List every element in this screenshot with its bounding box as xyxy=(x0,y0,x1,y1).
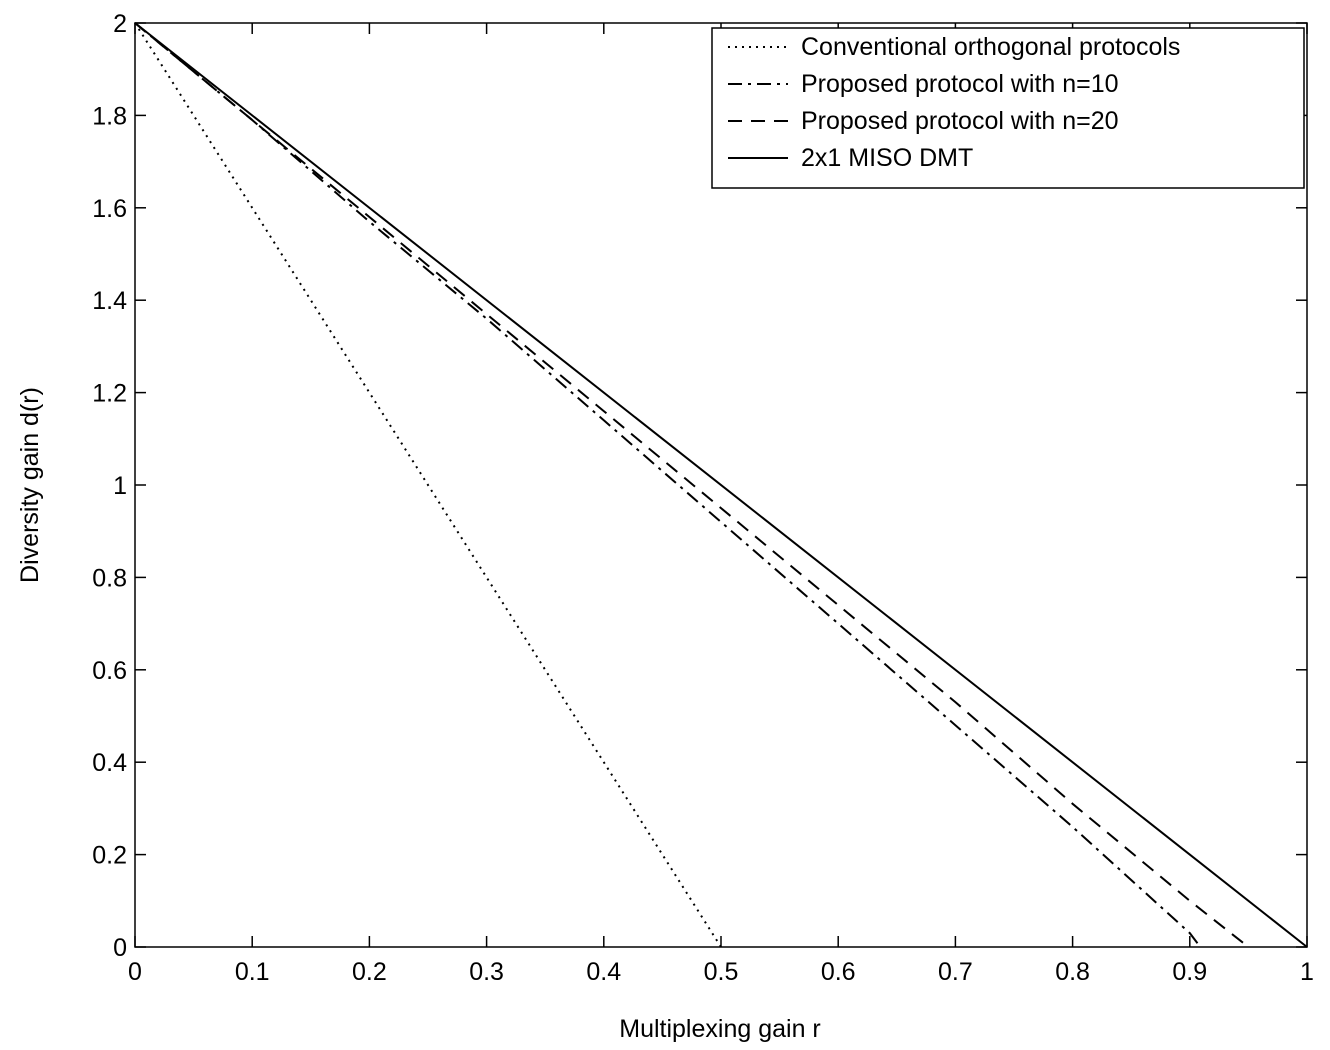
legend-label: 2x1 MISO DMT xyxy=(801,144,973,172)
axis-ticks: 0 0.1 0.2 0.3 0.4 0.5 0.6 0.7 0.8 0.9 1 0 0.2 0.4 0.6 0… xyxy=(92,10,1314,986)
x-tick-label: 0.5 xyxy=(704,958,739,986)
x-tick-label: 0.3 xyxy=(469,958,504,986)
legend-label: Conventional orthogonal protocols xyxy=(801,33,1180,61)
legend: Conventional orthogonal protocols Propose… xyxy=(711,27,1305,189)
y-tick-label: 0.8 xyxy=(92,564,127,592)
y-tick-label: 1.8 xyxy=(92,102,127,130)
x-tick-label: 0.9 xyxy=(1172,958,1207,986)
x-tick-label: 0.4 xyxy=(586,958,621,986)
x-tick-label: 1 xyxy=(1300,958,1314,986)
x-tick-label: 0.1 xyxy=(235,958,270,986)
legend-box xyxy=(711,27,1305,189)
x-tick-label: 0.8 xyxy=(1055,958,1090,986)
x-axis-label: Multiplexing gain r xyxy=(619,1015,821,1043)
x-tick-label: 0.2 xyxy=(352,958,387,986)
x-tick-label: 0.6 xyxy=(821,958,856,986)
y-tick-label: 0.2 xyxy=(92,842,127,870)
y-tick-label: 0.4 xyxy=(92,749,127,777)
y-tick-label: 0.6 xyxy=(92,657,127,685)
y-axis-label: Diversity gain d(r) xyxy=(16,387,44,583)
y-tick-label: 1.4 xyxy=(92,287,127,315)
y-tick-label: 1.6 xyxy=(92,195,127,223)
y-tick-label: 1.2 xyxy=(92,380,127,408)
x-tick-label: 0 xyxy=(128,958,142,986)
legend-label: Proposed protocol with n=10 xyxy=(801,70,1119,98)
series-line-2 xyxy=(134,22,1250,948)
y-tick-label: 2 xyxy=(113,10,127,38)
series-line-0 xyxy=(134,22,722,948)
series-line-1 xyxy=(134,22,1202,948)
y-tick-label: 0 xyxy=(113,934,127,962)
legend-label: Proposed protocol with n=20 xyxy=(801,107,1119,135)
y-tick-label: 1 xyxy=(113,472,127,500)
x-tick-label: 0.7 xyxy=(938,958,973,986)
series-line-3 xyxy=(134,22,1308,948)
series-lines xyxy=(134,22,1308,948)
